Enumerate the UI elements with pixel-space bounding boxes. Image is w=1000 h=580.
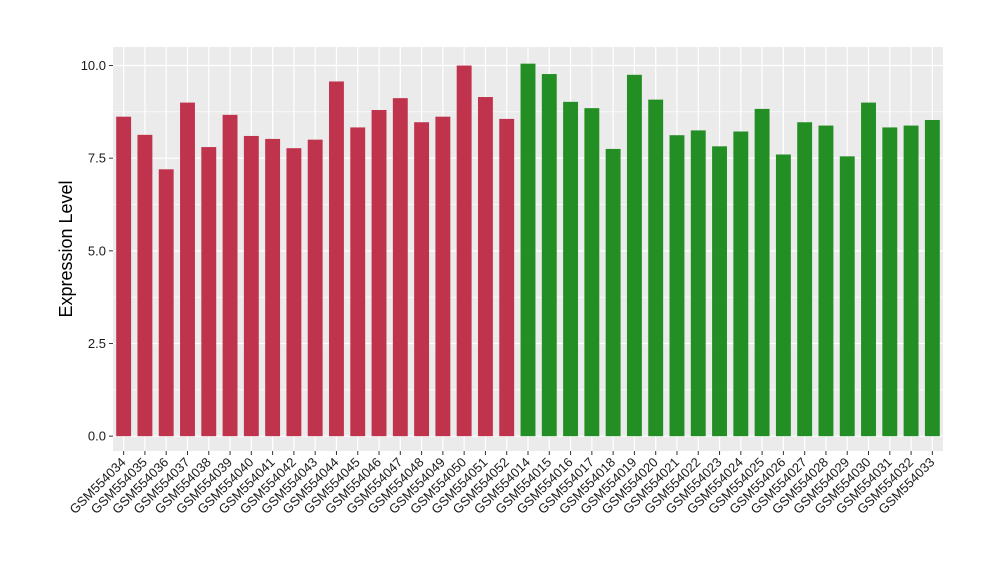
y-tick-label: 7.5 bbox=[88, 151, 106, 166]
bar bbox=[754, 108, 770, 437]
bar bbox=[797, 122, 813, 437]
bar bbox=[350, 127, 366, 437]
bar bbox=[882, 127, 898, 437]
bar bbox=[775, 154, 791, 437]
bar bbox=[690, 130, 706, 437]
bars bbox=[116, 63, 940, 437]
bar bbox=[924, 120, 940, 437]
bar bbox=[307, 139, 323, 437]
bar bbox=[839, 156, 855, 437]
bar bbox=[499, 118, 515, 437]
bar bbox=[392, 98, 408, 437]
y-tick-label: 5.0 bbox=[88, 243, 106, 258]
bar bbox=[563, 101, 579, 437]
bar bbox=[712, 146, 727, 437]
y-axis: 0.0 2.5 5.0 7.5 10.0 bbox=[81, 58, 113, 444]
y-tick-label: 0.0 bbox=[88, 429, 106, 444]
bar bbox=[158, 169, 174, 437]
y-tick-label: 10.0 bbox=[81, 58, 106, 73]
bar bbox=[265, 138, 281, 437]
bar bbox=[818, 125, 834, 437]
x-axis: GSM554034GSM554035GSM554036GSM554037GSM5… bbox=[67, 451, 937, 517]
bar bbox=[222, 114, 238, 437]
bar bbox=[414, 122, 430, 437]
bar bbox=[861, 102, 876, 437]
bar bbox=[648, 99, 664, 437]
y-axis-title: Expression Level bbox=[56, 180, 76, 317]
bar bbox=[435, 116, 451, 437]
bar bbox=[286, 148, 302, 437]
bar bbox=[243, 135, 259, 437]
bar bbox=[456, 65, 472, 437]
y-tick-label: 2.5 bbox=[88, 336, 106, 351]
bar bbox=[626, 74, 642, 437]
bar bbox=[371, 110, 387, 437]
bar bbox=[584, 108, 600, 437]
bar bbox=[733, 131, 749, 437]
bar bbox=[520, 63, 536, 437]
bar bbox=[329, 81, 344, 437]
bar bbox=[201, 147, 217, 437]
bar bbox=[116, 116, 132, 437]
bar bbox=[541, 74, 557, 437]
bar bbox=[180, 102, 195, 437]
bar bbox=[669, 135, 685, 437]
bar bbox=[605, 148, 621, 437]
bar bbox=[137, 134, 153, 437]
bar bbox=[903, 125, 919, 437]
bar bbox=[477, 97, 493, 437]
